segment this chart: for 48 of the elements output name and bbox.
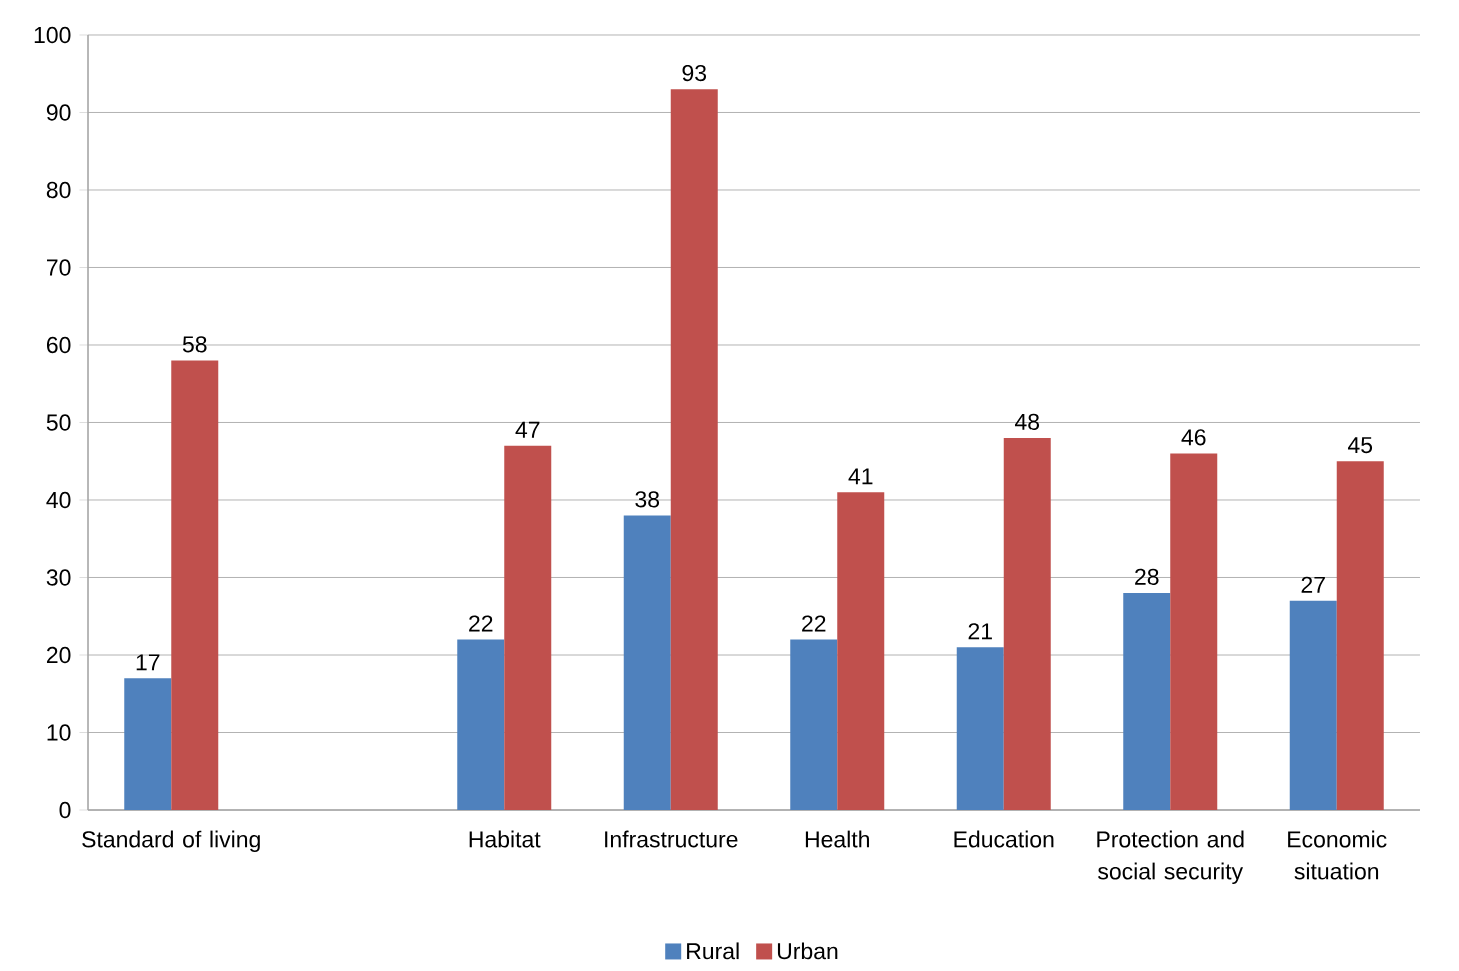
- data-label: 22: [469, 615, 493, 632]
- bar: [504, 445, 552, 810]
- bar: [124, 678, 172, 810]
- x-tick-label: Standard of living: [82, 830, 260, 853]
- data-label: 93: [682, 64, 707, 82]
- bar: [956, 647, 1004, 810]
- y-tick-label: 70: [47, 259, 71, 276]
- data-label: 58: [182, 336, 207, 353]
- legend-label: Urban: [777, 942, 838, 960]
- data-label: 27: [1301, 576, 1325, 593]
- y-tick-label: 100: [34, 26, 71, 44]
- data-label: 21: [968, 623, 992, 640]
- bar: [1336, 461, 1384, 810]
- legend-label: Rural: [687, 942, 739, 960]
- y-tick-label: 80: [46, 181, 71, 199]
- x-tick-label: Habitat: [469, 830, 541, 848]
- data-label: 17: [136, 654, 160, 671]
- bar: [670, 89, 718, 810]
- x-tick-label: Economic situation: [1288, 830, 1387, 880]
- bar: [790, 639, 838, 810]
- x-tick-label: Education: [954, 830, 1054, 848]
- bar: [457, 639, 505, 810]
- y-tick-label: 20: [46, 646, 71, 664]
- data-label: 41: [848, 468, 873, 485]
- y-tick-label: 40: [46, 491, 71, 509]
- bar: [1003, 438, 1051, 810]
- bar: [171, 360, 219, 810]
- x-tick-label: Health: [805, 830, 869, 848]
- bar: [837, 492, 885, 810]
- y-tick-label: 10: [47, 724, 71, 741]
- bar: [1289, 600, 1337, 810]
- data-label: 48: [1014, 413, 1040, 430]
- data-label: 45: [1347, 437, 1373, 454]
- y-tick-label: 0: [59, 801, 71, 819]
- bar: [623, 515, 671, 810]
- x-tick-label: Infrastructure: [605, 830, 738, 848]
- bar: [1123, 593, 1171, 810]
- y-tick-label: 60: [46, 336, 71, 354]
- x-tick-label: Protection and social security: [1097, 830, 1244, 885]
- y-tick-label: 50: [46, 414, 71, 431]
- data-label: 22: [802, 615, 826, 632]
- y-tick-label: 90: [46, 104, 71, 121]
- data-label: 28: [1135, 568, 1159, 585]
- data-label: 47: [515, 421, 540, 438]
- data-label: 38: [635, 491, 660, 508]
- data-label: 46: [1181, 429, 1206, 446]
- bar: [1170, 453, 1218, 810]
- y-tick-label: 30: [46, 569, 71, 586]
